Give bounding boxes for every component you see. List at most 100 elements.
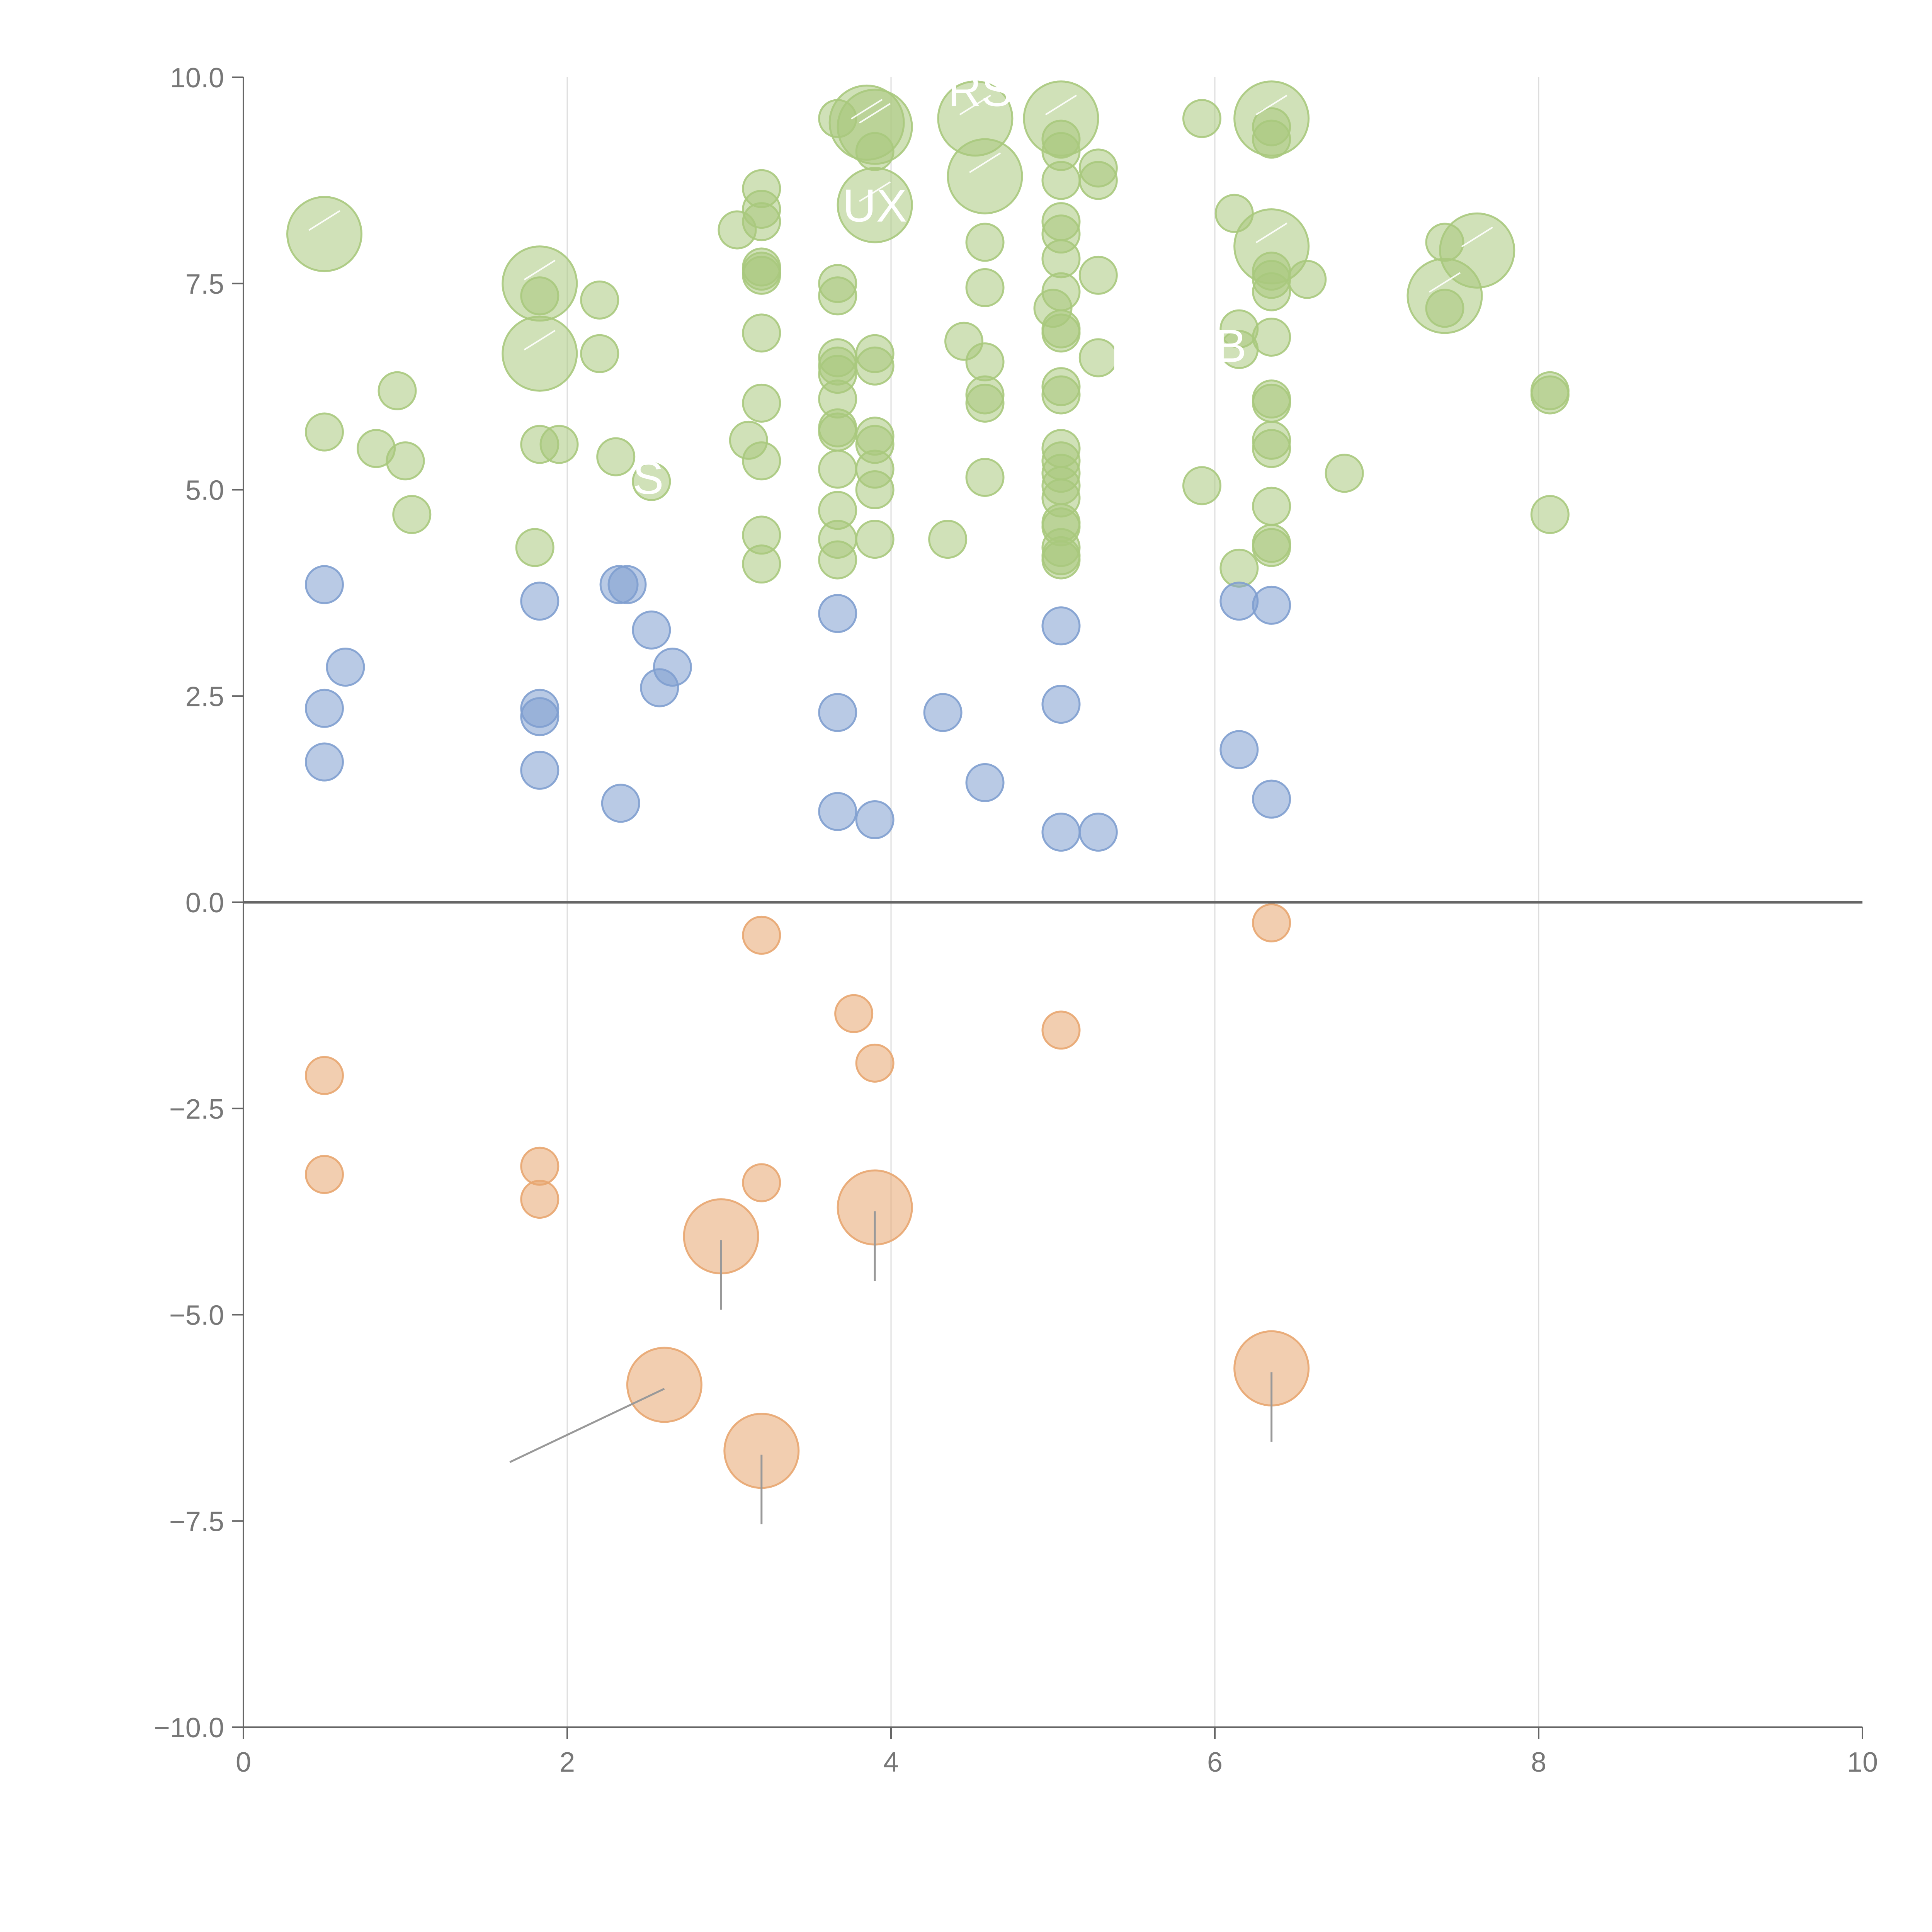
annotation-label-4: S (633, 452, 663, 504)
point-high-108 (1252, 486, 1291, 526)
point-high-90 (1182, 99, 1221, 138)
point-low-21 (1041, 685, 1081, 724)
point-low-23 (1078, 813, 1118, 852)
annotation-label-2: B (1111, 328, 1141, 380)
point-low-13 (653, 648, 692, 687)
point-high-5 (392, 495, 432, 534)
point-high-75 (1041, 375, 1081, 415)
leader-line-high-4 (859, 103, 891, 124)
axes: 0 2 4 6 8 10 10.0 7.5 5.0 2.5 0.0 −2.5 −5.0 −7.5 −10.0 (154, 63, 1878, 1778)
y-tick-label-5: −2.5 (169, 1094, 224, 1125)
point-high-56 (947, 138, 1023, 214)
leader-line-0 (509, 1388, 665, 1463)
point-high-44 (855, 132, 895, 171)
leader-line-high-12 (1461, 226, 1493, 248)
point-high-69 (1041, 239, 1081, 279)
point-high-24 (742, 313, 781, 353)
point-low-10 (601, 784, 640, 823)
point-high-23 (742, 252, 781, 291)
point-high-10 (520, 276, 560, 316)
point-high-87 (1078, 161, 1118, 200)
point-low-25 (1219, 730, 1259, 769)
point-high-20 (742, 202, 781, 242)
point-low-9 (607, 565, 647, 604)
y-tick-label-6: −5.0 (169, 1300, 224, 1331)
point-high-110 (1252, 528, 1291, 567)
point-high-57 (965, 223, 1005, 262)
point-negative-3 (520, 1180, 560, 1219)
leader-line-high-5 (859, 181, 891, 202)
point-low-22 (1041, 813, 1081, 852)
point-high-62 (965, 457, 1005, 497)
point-negative-7 (742, 1163, 781, 1202)
point-low-11 (632, 610, 671, 650)
point-negative-12 (1041, 1010, 1081, 1050)
y-tick-label-8: −10.0 (154, 1713, 224, 1743)
point-high-53 (928, 520, 968, 559)
point-high-47 (855, 346, 895, 386)
point-high-59 (965, 342, 1005, 382)
point-low-4 (520, 582, 560, 621)
point-high-41 (818, 540, 857, 580)
point-high-98 (1252, 119, 1291, 159)
point-high-15 (632, 462, 671, 501)
point-high-6 (515, 528, 554, 567)
point-low-27 (1252, 779, 1291, 819)
point-high-25 (742, 383, 781, 423)
point-low-14 (818, 594, 857, 633)
y-tick-label-1: 7.5 (185, 269, 224, 300)
point-low-24 (1219, 582, 1259, 621)
x-tick-label-3: 6 (1207, 1747, 1223, 1778)
annotation-label-1: UX (843, 180, 907, 232)
y-tick-label-3: 2.5 (185, 681, 224, 712)
annotation-label-3: B (1216, 320, 1247, 372)
point-high-52 (855, 520, 895, 559)
point-low-6 (520, 697, 560, 736)
point-low-15 (818, 693, 857, 732)
point-negative-9 (834, 994, 874, 1033)
point-high-66 (1041, 161, 1081, 200)
point-high-112 (1325, 454, 1364, 493)
point-high-37 (818, 412, 857, 452)
point-high-116 (1439, 212, 1515, 289)
point-high-13 (580, 334, 619, 373)
point-high-0 (286, 196, 362, 272)
point-high-107 (1252, 429, 1291, 468)
leader-line-high-0 (308, 210, 340, 231)
point-negative-6 (742, 915, 781, 955)
point-high-58 (965, 268, 1005, 307)
point-negative-13 (1252, 903, 1291, 942)
y-tick-label-2: 5.0 (185, 475, 224, 506)
leader-line-high-11 (1429, 272, 1461, 293)
point-low-2 (305, 742, 344, 782)
point-high-4 (386, 441, 425, 481)
y-tick-label-7: −7.5 (169, 1506, 224, 1537)
point-negative-1 (305, 1155, 344, 1194)
point-low-3 (326, 648, 365, 687)
point-high-28 (742, 544, 781, 584)
point-negative-4 (626, 1347, 702, 1423)
x-tick-label-4: 8 (1531, 1747, 1546, 1778)
point-high-26 (742, 441, 781, 481)
leader-line-high-3 (851, 99, 883, 120)
point-high-102 (1252, 272, 1291, 311)
point-high-105 (1252, 383, 1291, 423)
point-low-17 (855, 800, 895, 839)
point-high-8 (502, 315, 578, 392)
point-high-38 (818, 449, 857, 489)
point-high-51 (855, 470, 895, 509)
point-high-88 (1078, 255, 1118, 295)
leader-line-high-1 (524, 260, 556, 281)
point-high-85 (1041, 540, 1081, 580)
point-high-118 (1530, 375, 1570, 415)
x-tick-label-5: 10 (1847, 1747, 1878, 1778)
point-negative-0 (305, 1056, 344, 1095)
point-low-0 (305, 565, 344, 604)
point-high-73 (1041, 313, 1081, 353)
leader-line-high-9 (1255, 95, 1287, 116)
point-negative-2 (520, 1146, 560, 1186)
point-low-7 (520, 750, 560, 790)
point-high-119 (1530, 495, 1570, 534)
